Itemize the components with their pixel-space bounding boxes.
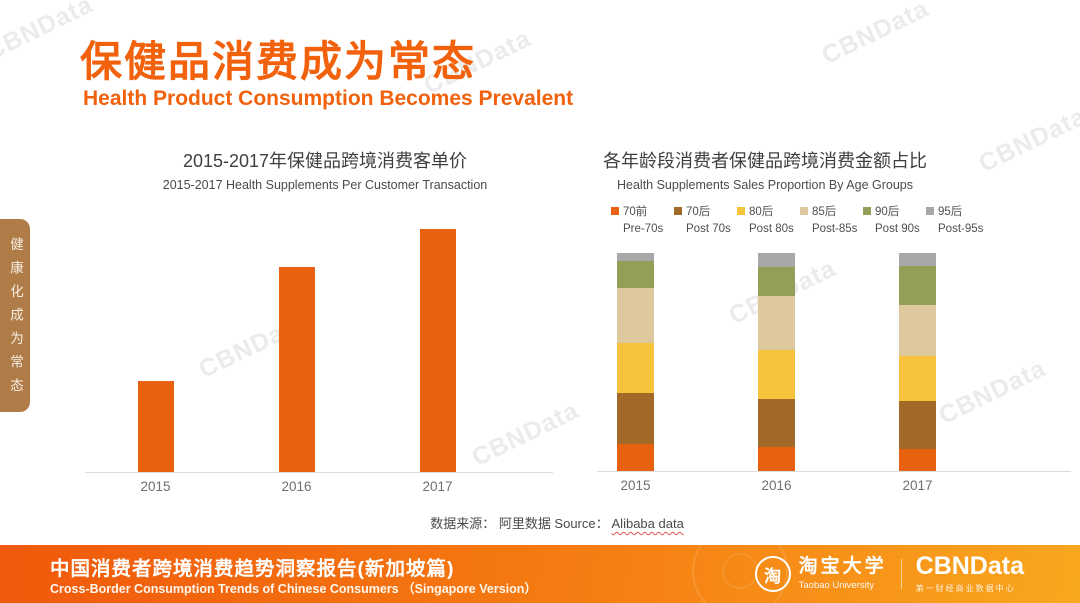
right-chart-x-tick-2016: 2016	[761, 478, 792, 493]
chart-title-en: Health Supplements Sales Proportion By A…	[616, 178, 913, 192]
page-title: 保健品消费成为常态	[80, 38, 477, 85]
ferris-wheel-decoration	[722, 553, 758, 589]
legend-label-en: Post-85s	[812, 223, 858, 235]
report-title-cn: 中国消费者跨境消费趋势洞察报告(新加坡篇)	[50, 558, 455, 580]
legend-label-cn: 90后	[875, 206, 900, 218]
legend-item-post-70s: 70后 Post 70s	[674, 203, 737, 235]
segment-2015-post-90s	[617, 260, 654, 289]
legend-item-pre-70s: 70前 Pre-70s	[611, 203, 674, 235]
chart-per-customer-transaction: 2015-2017年保健品跨境消费客单价 2015-2017 Health Su…	[85, 148, 565, 508]
segment-2016-pre-70s	[758, 447, 795, 471]
chart-age-group-proportion: 各年龄段消费者保健品跨境消费金额占比 Health Supplements Sa…	[597, 148, 1075, 508]
logo-divider	[900, 559, 902, 589]
stacked-bars	[565, 250, 988, 471]
left-x-axis-labels: 2015 2016 2017	[85, 479, 508, 494]
right-chart-x-tick-2015: 2015	[620, 478, 651, 493]
sidebar-tab-health-trend: 健康化成为常态	[0, 219, 30, 412]
right-plot-area	[597, 250, 1071, 472]
legend-label-en: Post 80s	[749, 223, 794, 235]
footer-bar: 中国消费者跨境消费趋势洞察报告(新加坡篇) Cross-Border Consu…	[0, 545, 1080, 603]
legend-item-post-90s: 90后 Post 90s	[863, 203, 926, 235]
right-chart-column-2015	[565, 250, 706, 471]
right-chart-x-tick-2017: 2017	[902, 478, 933, 493]
watermark-cbndata: CBNData	[817, 0, 934, 70]
left-chart-x-tick-2015: 2015	[140, 479, 171, 494]
segment-2017-post-80s	[899, 355, 936, 401]
segment-2017-post-85s	[899, 304, 936, 356]
segment-2016-post-70s	[758, 398, 795, 447]
legend-swatch-post-70s	[674, 207, 682, 215]
age-group-legend: 70前 Pre-70s 70后 Post 70s 80后 Post 80s 85后 Post-…	[611, 203, 989, 235]
chart-title-cn: 各年龄段消费者保健品跨境消费金额占比	[603, 151, 927, 171]
logo-area: 淘 淘宝大学 Taobao University CBNData 第一财经商业数…	[754, 552, 1024, 594]
legend-swatch-post-90s	[863, 207, 871, 215]
legend-label-cn: 95后	[938, 206, 963, 218]
cbndata-tagline: 第一财经商业数据中心	[915, 584, 1016, 593]
taobao-university-name: 淘宝大学	[798, 556, 887, 578]
source-prefix: 数据来源： 阿里数据 Source：	[430, 516, 612, 531]
left-chart-column-2016	[226, 208, 367, 472]
stacked-bar-2015	[617, 253, 654, 471]
right-chart-column-2017	[847, 250, 988, 471]
data-source-note: 数据来源： 阿里数据 Source： Alibaba data	[0, 513, 1080, 532]
legend-label-cn: 70前	[623, 206, 648, 218]
legend-label-en: Post-95s	[938, 223, 984, 235]
segment-2017-post-70s	[899, 400, 936, 450]
left-chart-column-2015	[85, 208, 226, 472]
segment-2016-post-95s	[758, 252, 795, 267]
segment-2015-pre-70s	[617, 444, 654, 471]
legend-swatch-post-80s	[737, 207, 745, 215]
legend-label-cn: 70后	[686, 206, 711, 218]
left-chart-x-tick-2016: 2016	[281, 479, 312, 494]
legend-swatch-pre-70s	[611, 207, 619, 215]
segment-2015-post-95s	[617, 253, 654, 261]
segment-2017-pre-70s	[899, 449, 936, 471]
left-chart-bar-2016	[278, 267, 315, 472]
left-chart-bar-2015	[137, 381, 174, 472]
report-title-en: Cross-Border Consumption Trends of Chine…	[50, 582, 537, 596]
cbndata-logo: CBNData	[915, 552, 1024, 580]
left-chart-x-tick-2017: 2017	[422, 479, 453, 494]
segment-2016-post-80s	[758, 350, 795, 399]
legend-label-en: Post 90s	[875, 223, 920, 235]
legend-label-cn: 80后	[749, 206, 774, 218]
legend-item-post-80s: 80后 Post 80s	[737, 203, 800, 235]
stacked-bar-2016	[758, 252, 795, 471]
segment-2016-post-90s	[758, 266, 795, 297]
right-chart-column-2016	[706, 250, 847, 471]
chart-title-cn: 2015-2017年保健品跨境消费客单价	[182, 151, 468, 171]
taobao-logo-icon: 淘	[754, 556, 791, 592]
legend-swatch-post-95s	[926, 207, 934, 215]
segment-2015-post-85s	[617, 288, 654, 344]
segment-2016-post-85s	[758, 296, 795, 351]
legend-swatch-post-85s	[800, 207, 808, 215]
right-x-axis-labels: 2015 2016 2017	[565, 478, 988, 493]
legend-label-en: Post 70s	[686, 223, 731, 235]
segment-2015-post-80s	[617, 343, 654, 393]
chart-title-en: 2015-2017 Health Supplements Per Custome…	[162, 178, 488, 192]
left-chart-column-2017	[367, 208, 508, 472]
legend-item-post-95s: 95后 Post-95s	[926, 203, 989, 235]
segment-2017-post-90s	[899, 266, 936, 305]
segment-2015-post-70s	[617, 392, 654, 444]
stacked-bar-2017	[899, 253, 936, 471]
source-alibaba-data: Alibaba data	[611, 516, 684, 531]
legend-item-post-85s: 85后 Post-85s	[800, 203, 863, 235]
segment-2017-post-95s	[899, 253, 936, 267]
legend-label-cn: 85后	[812, 206, 837, 218]
page-subtitle: Health Product Consumption Becomes Preva…	[83, 87, 574, 110]
taobao-university-name-en: Taobao University	[798, 579, 875, 591]
legend-label-en: Pre-70s	[623, 223, 664, 235]
left-plot-area	[85, 208, 553, 473]
left-chart-bar-2017	[419, 229, 456, 472]
